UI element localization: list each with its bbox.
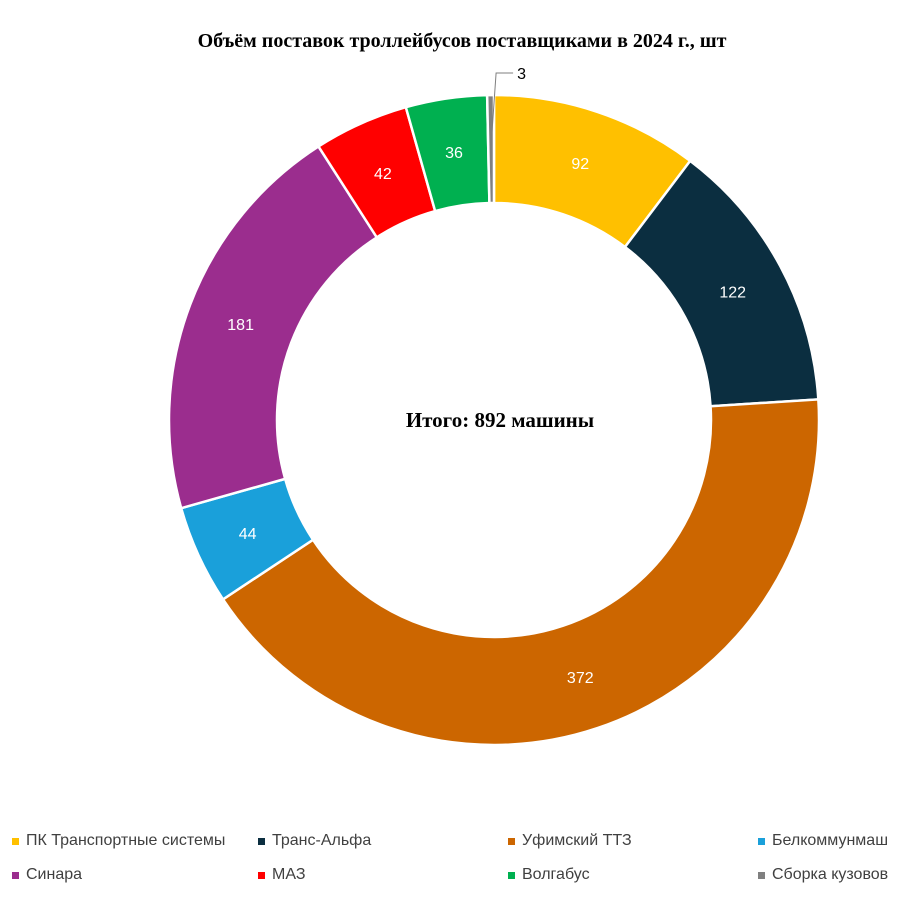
legend-label: Уфимский ТТЗ	[522, 832, 632, 849]
legend-item: Уфимский ТТЗ	[508, 830, 632, 852]
legend-swatch	[758, 837, 765, 845]
slice-value-label: 42	[374, 166, 392, 183]
slice-value-label: 36	[445, 145, 463, 162]
legend-label: Синара	[26, 866, 83, 883]
legend-label: Транс-Альфа	[272, 832, 372, 849]
legend-label: Сборка кузовов	[772, 866, 889, 883]
slice-value-label: 3	[517, 66, 526, 83]
slice-value-label: 122	[719, 285, 746, 302]
slice-value-label: 92	[571, 156, 589, 173]
legend-item: Синара	[12, 864, 82, 886]
slice-value-label: 44	[239, 526, 257, 543]
chart-title: Объём поставок троллейбусов поставщиками…	[197, 30, 727, 52]
legend-swatch	[12, 871, 19, 879]
legend-swatch	[12, 837, 19, 845]
donut-slice	[221, 398, 821, 747]
legend-item: Сборка кузовов	[758, 864, 888, 886]
legend-swatch	[508, 837, 515, 845]
legend-label: Волгабус	[522, 866, 590, 883]
legend-swatch	[508, 871, 515, 879]
legend-swatch	[758, 871, 765, 879]
legend-item: Транс-Альфа	[258, 830, 371, 852]
legend-item: ПК Транспортные системы	[12, 830, 225, 852]
legend-swatch	[258, 837, 265, 845]
slice-value-label: 372	[567, 670, 594, 687]
leader-line	[490, 72, 514, 146]
legend: ПК Транспортные системы Транс-Альфа Уфим…	[0, 826, 924, 896]
donut-slice	[167, 144, 379, 510]
legend-label: ПК Транспортные системы	[26, 832, 226, 849]
center-total-label: Итого: 892 машины	[406, 408, 594, 432]
legend-item: Белкоммунмаш	[758, 830, 888, 852]
legend-label: Белкоммунмаш	[772, 832, 889, 849]
donut-chart: 92 122 372 44 181 42 36 3 Итого: 892 машины	[167, 66, 821, 747]
slice-value-label: 181	[227, 317, 254, 334]
legend-label: МАЗ	[272, 866, 306, 883]
legend-swatch	[258, 871, 265, 879]
legend-item: Волгабус	[508, 864, 590, 886]
legend-item: МАЗ	[258, 864, 305, 886]
